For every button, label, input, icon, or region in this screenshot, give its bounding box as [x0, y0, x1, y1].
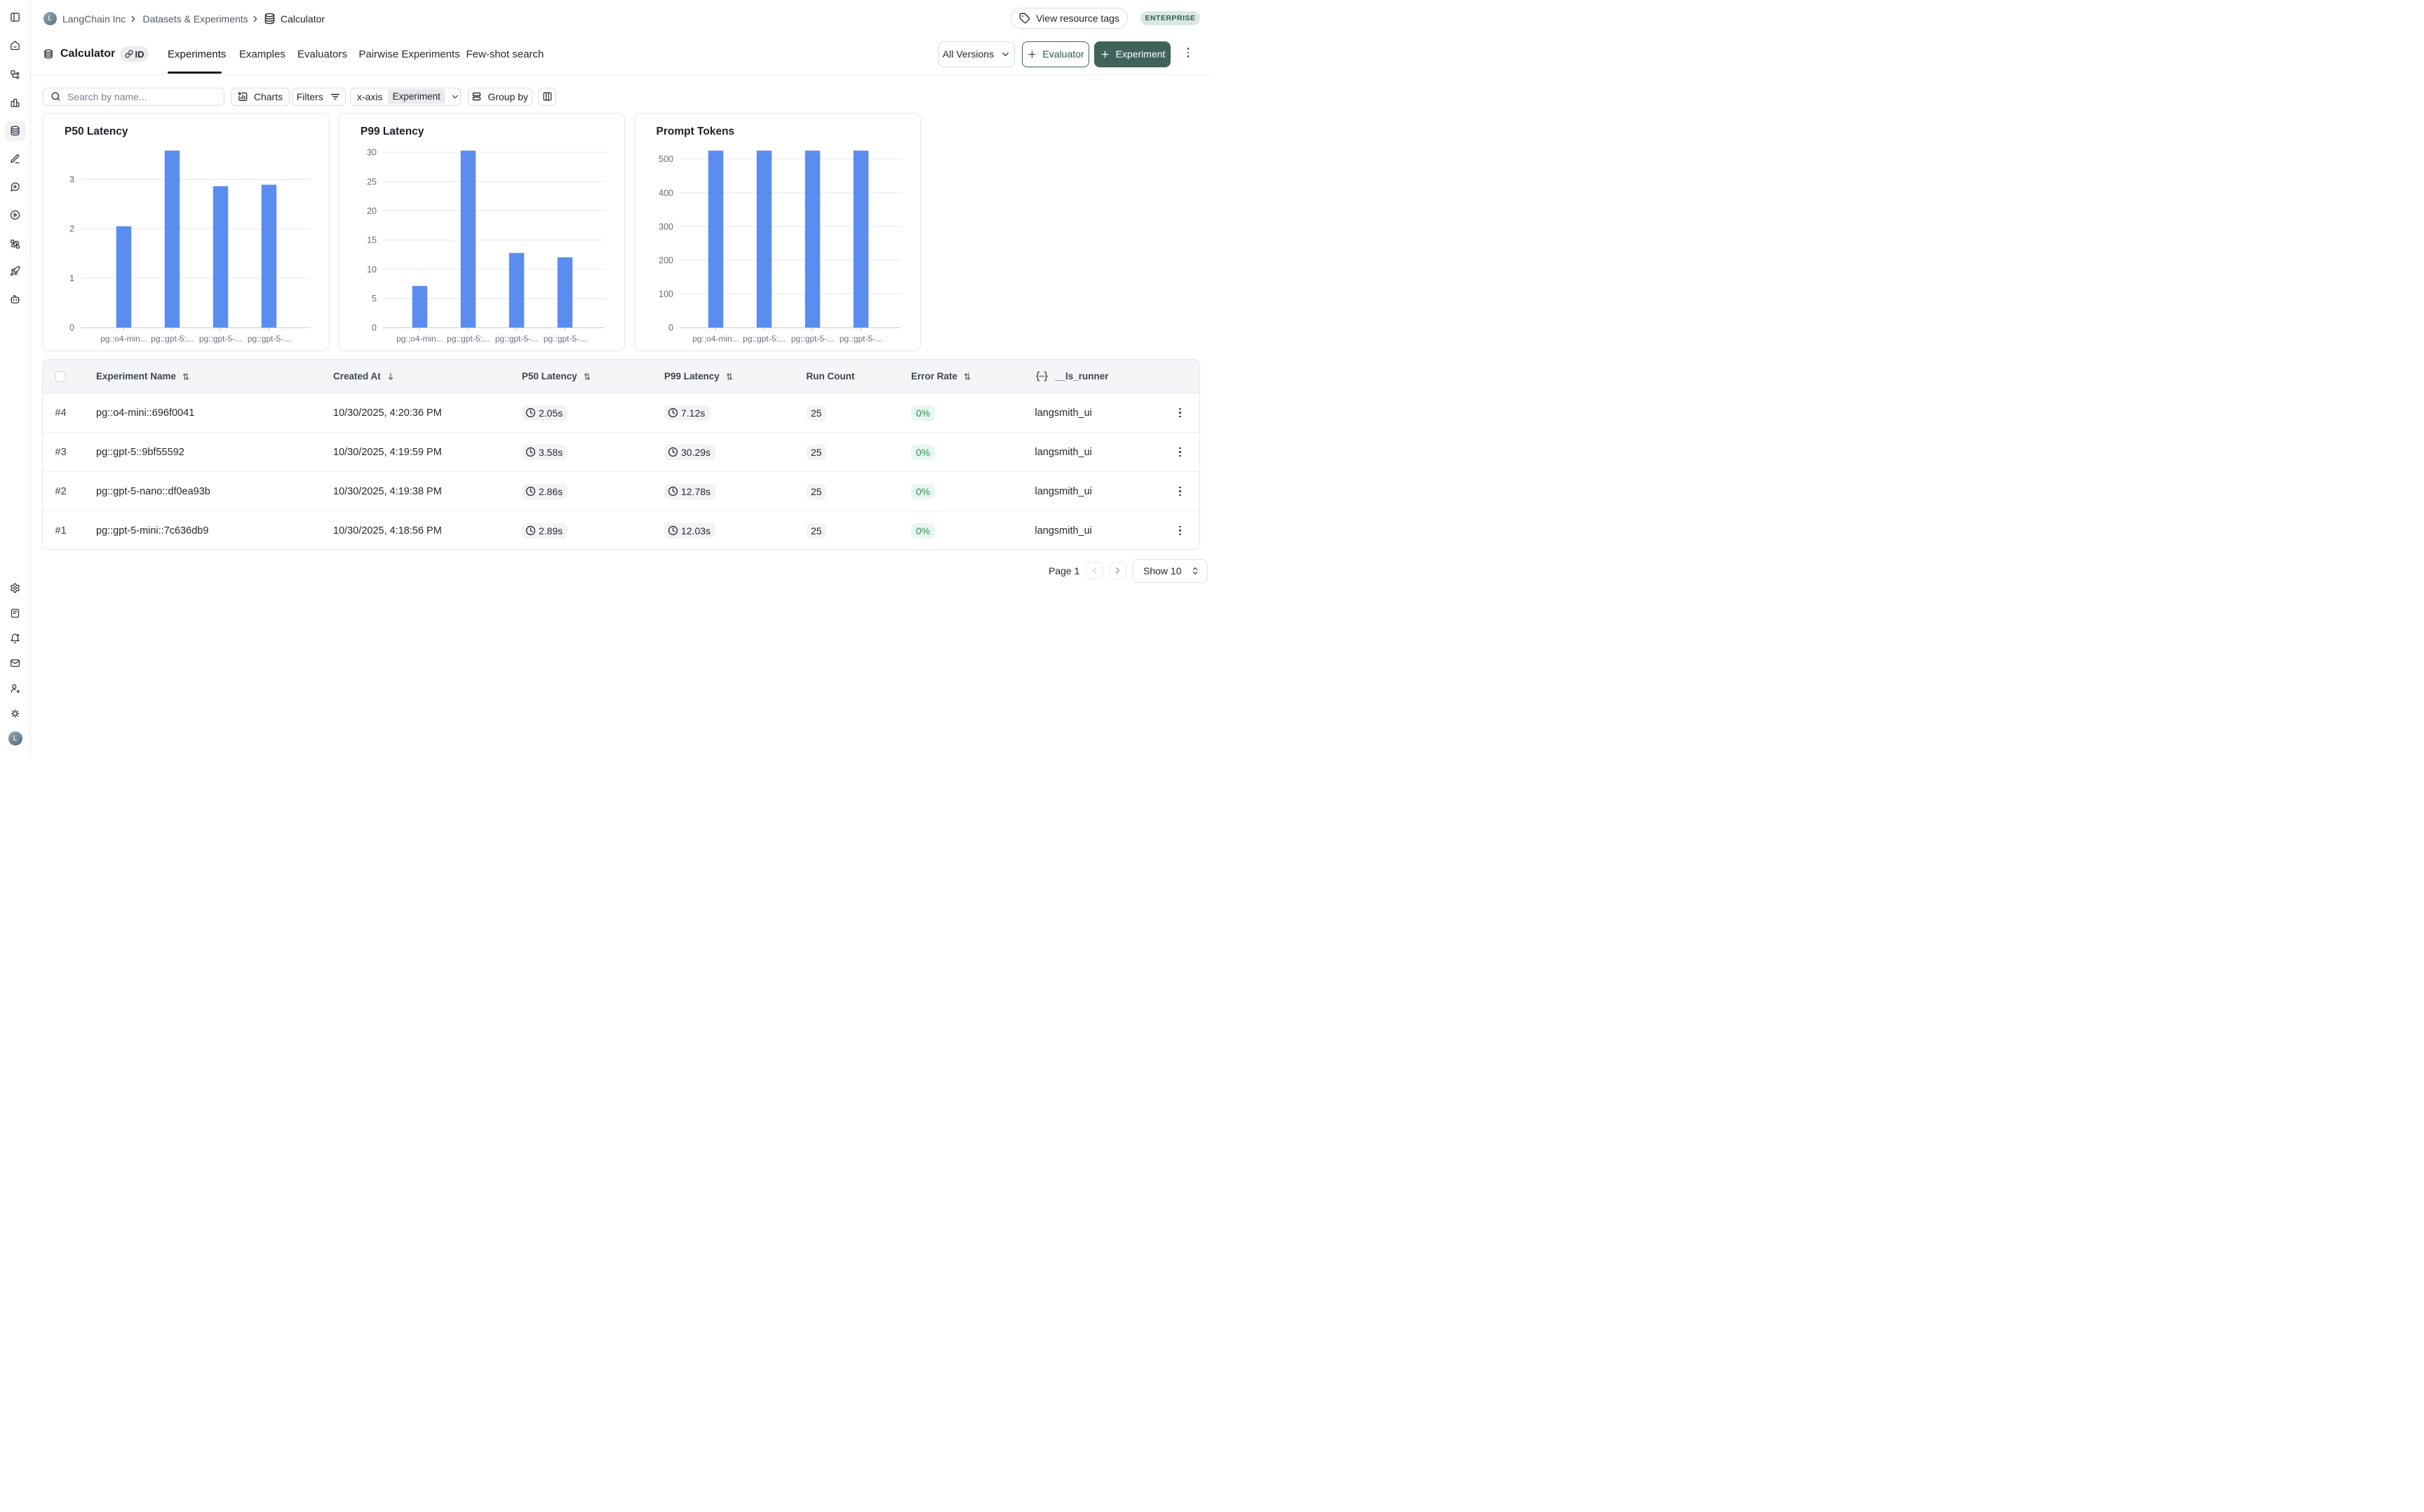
svg-text:20: 20 — [367, 206, 377, 216]
svg-text:30: 30 — [367, 147, 377, 157]
svg-text:100: 100 — [659, 289, 673, 299]
svg-text:1: 1 — [69, 274, 74, 283]
svg-text:pg::o4-min...: pg::o4-min... — [692, 334, 739, 344]
svg-text:15: 15 — [367, 235, 377, 245]
svg-text:300: 300 — [659, 222, 673, 231]
svg-text:pg::gpt-5:...: pg::gpt-5:... — [447, 334, 490, 344]
svg-text:3: 3 — [69, 175, 74, 184]
svg-text:25: 25 — [367, 177, 377, 187]
svg-text:pg::gpt-5-...: pg::gpt-5-... — [544, 334, 586, 344]
svg-text:pg::o4-min...: pg::o4-min... — [396, 334, 443, 344]
svg-text:500: 500 — [659, 154, 673, 164]
svg-text:pg::gpt-5:...: pg::gpt-5:... — [151, 334, 194, 344]
svg-text:0: 0 — [69, 323, 74, 332]
svg-text:pg::gpt-5-...: pg::gpt-5-... — [495, 334, 538, 344]
svg-text:0: 0 — [668, 323, 673, 332]
svg-text:pg::gpt-5-...: pg::gpt-5-... — [839, 334, 882, 344]
svg-text:400: 400 — [659, 188, 673, 198]
svg-text:0: 0 — [372, 323, 377, 332]
svg-text:pg::gpt-5-...: pg::gpt-5-... — [790, 334, 833, 344]
svg-text:pg::gpt-5:...: pg::gpt-5:... — [743, 334, 786, 344]
svg-text:pg::gpt-5-...: pg::gpt-5-... — [248, 334, 290, 344]
svg-text:200: 200 — [659, 255, 673, 265]
svg-text:pg::gpt-5-...: pg::gpt-5-... — [199, 334, 242, 344]
svg-text:5: 5 — [372, 294, 377, 304]
svg-text:2: 2 — [69, 224, 74, 234]
svg-text:pg::o4-min...: pg::o4-min... — [100, 334, 147, 344]
svg-text:10: 10 — [367, 264, 377, 274]
